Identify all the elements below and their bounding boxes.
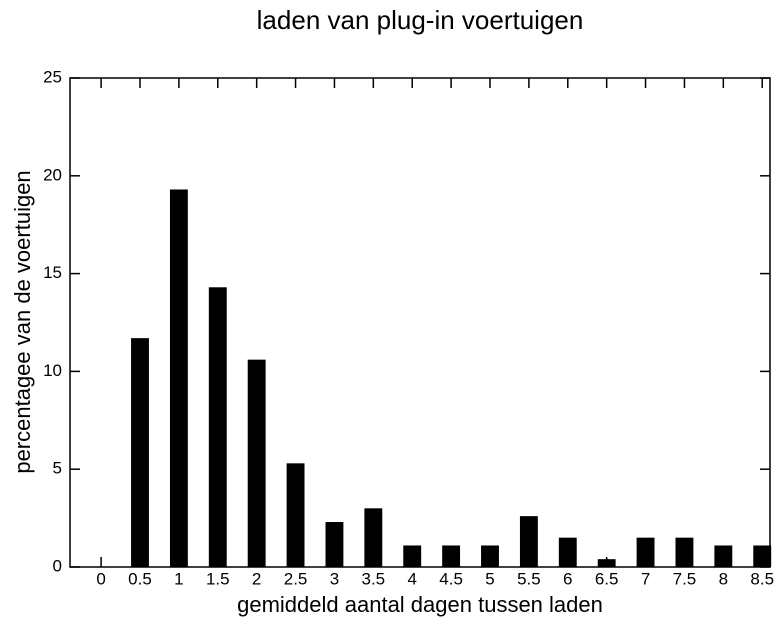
y-axis-label: percentagee van de voertuigen [10,170,35,473]
x-tick-label: 2.5 [284,569,308,588]
x-tick-label: 0 [96,569,105,588]
bar [714,545,733,567]
x-tick-label: 4.5 [439,569,463,588]
x-tick-label: 3 [330,569,339,588]
bar [364,508,383,567]
bar [753,545,772,567]
x-tick-label: 4 [407,569,416,588]
y-tick-label: 20 [43,165,62,184]
x-tick-label: 8.5 [750,569,774,588]
bar [481,545,499,567]
x-tick-label: 7.5 [673,569,697,588]
x-tick-label: 3.5 [362,569,386,588]
bar [558,537,577,567]
bar [325,522,344,567]
y-tick-label: 5 [53,459,62,478]
x-tick-label: 7 [641,569,650,588]
y-tick-label: 10 [43,361,62,380]
bar [636,537,655,567]
bar [675,537,694,567]
x-tick-label: 6 [563,569,572,588]
bar [208,287,227,567]
bar [519,516,538,567]
x-tick-label: 2 [252,569,261,588]
x-axis-label: gemiddeld aantal dagen tussen laden [237,592,603,617]
x-tick-label: 0.5 [128,569,152,588]
bar [169,189,188,567]
bar [286,463,305,567]
chart-title: laden van plug-in voertuigen [257,5,584,35]
bar [442,545,461,567]
y-tick-label: 0 [53,556,62,575]
bar [247,359,266,567]
bar [403,545,422,567]
bar [597,559,616,567]
x-tick-label: 8 [719,569,728,588]
y-tick-label: 25 [43,67,62,86]
x-tick-label: 1.5 [206,569,230,588]
x-tick-label: 5.5 [517,569,541,588]
bar [131,338,149,567]
x-tick-label: 1 [174,569,183,588]
x-tick-label: 6.5 [595,569,619,588]
y-tick-label: 15 [43,263,62,282]
x-tick-label: 5 [485,569,494,588]
